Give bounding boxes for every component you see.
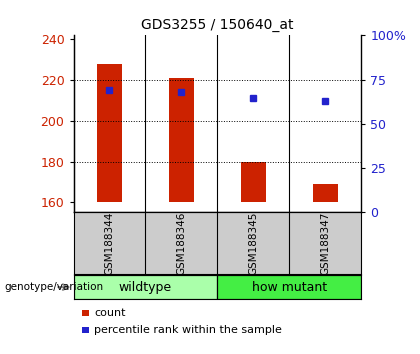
Title: GDS3255 / 150640_at: GDS3255 / 150640_at [141, 18, 294, 32]
Text: GSM188347: GSM188347 [320, 212, 330, 275]
Bar [241, 161, 266, 202]
Text: GSM188344: GSM188344 [105, 212, 115, 275]
Bar [218, 275, 361, 299]
Text: how mutant: how mutant [252, 281, 327, 293]
Bar [169, 78, 194, 202]
Text: wildtype: wildtype [119, 281, 172, 293]
Bar [312, 184, 338, 202]
Text: percentile rank within the sample: percentile rank within the sample [94, 325, 282, 335]
Text: count: count [94, 308, 126, 318]
Bar [97, 64, 122, 202]
Text: genotype/variation: genotype/variation [4, 282, 103, 292]
Bar [74, 275, 218, 299]
Text: GSM188345: GSM188345 [248, 212, 258, 275]
Text: GSM188346: GSM188346 [176, 212, 186, 275]
